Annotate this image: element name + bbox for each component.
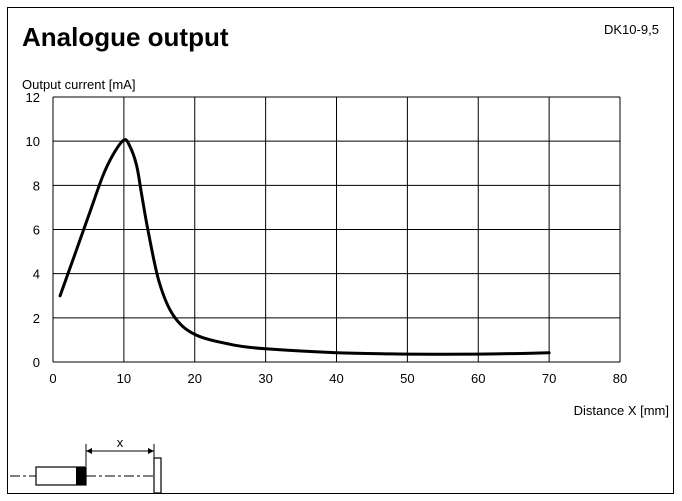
x-tick-label-10: 10 xyxy=(117,371,131,386)
y-tick-label-2: 2 xyxy=(33,311,40,326)
x-tick-label-60: 60 xyxy=(471,371,485,386)
y-axis-label: Output current [mA] xyxy=(22,77,135,92)
distance-diagram: x xyxy=(10,435,162,494)
dim-x-label: x xyxy=(117,435,124,450)
grid xyxy=(52,96,621,363)
x-tick-label-40: 40 xyxy=(329,371,343,386)
y-tick-label-0: 0 xyxy=(33,355,40,370)
y-tick-label-6: 6 xyxy=(33,223,40,238)
target-plate xyxy=(153,457,162,494)
tick-labels: 0 10 20 30 40 50 60 70 80 0 2 4 6 8 10 12 xyxy=(26,90,628,386)
y-tick-label-12: 12 xyxy=(26,90,40,105)
x-tick-label-0: 0 xyxy=(49,371,56,386)
product-code: DK10-9,5 xyxy=(604,22,659,37)
x-tick-label-50: 50 xyxy=(400,371,414,386)
y-tick-label-4: 4 xyxy=(33,267,40,282)
y-tick-label-8: 8 xyxy=(33,178,40,193)
y-tick-label-10: 10 xyxy=(26,134,40,149)
sensor-head xyxy=(76,467,86,485)
x-tick-label-80: 80 xyxy=(613,371,627,386)
x-tick-label-30: 30 xyxy=(258,371,272,386)
series-line xyxy=(58,138,551,356)
x-axis-label: Distance X [mm] xyxy=(574,403,669,418)
chart-title: Analogue output xyxy=(22,22,229,52)
chart-frame xyxy=(7,7,674,494)
x-tick-label-20: 20 xyxy=(188,371,202,386)
x-tick-label-70: 70 xyxy=(542,371,556,386)
